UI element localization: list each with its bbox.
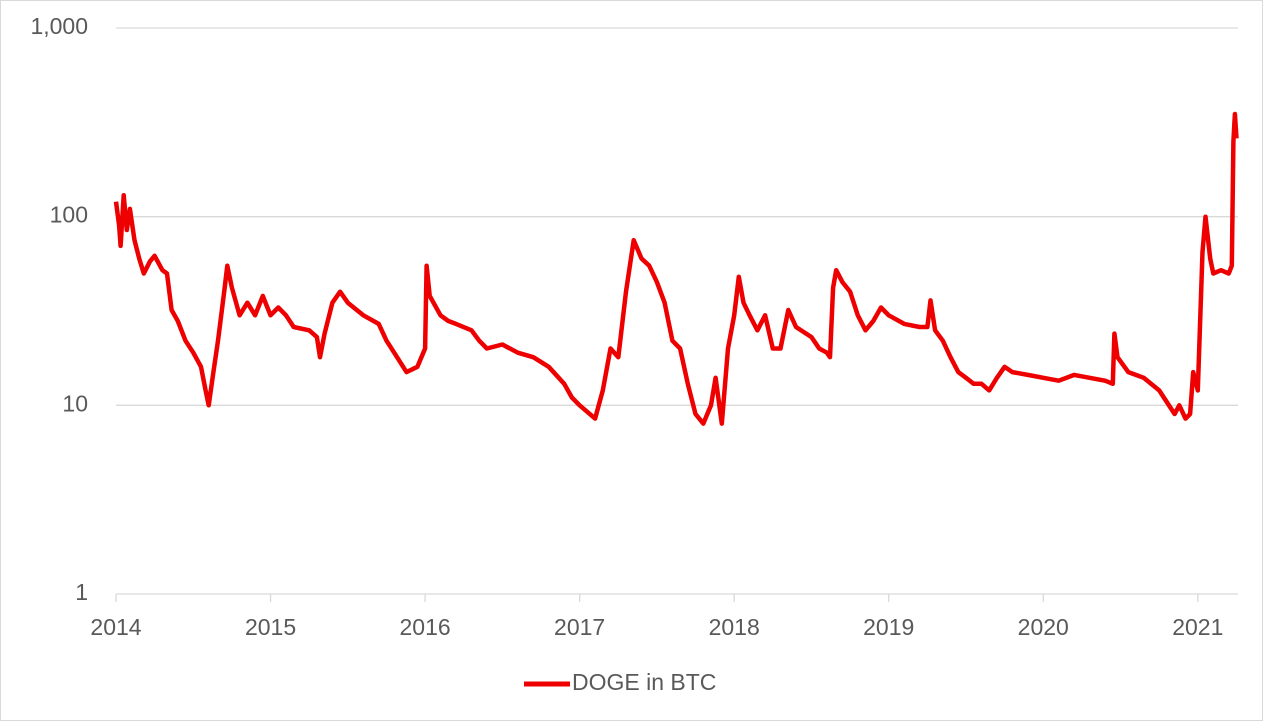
x-tick-label: 2019 <box>863 614 914 640</box>
x-tick-label: 2018 <box>709 614 760 640</box>
y-tick-label: 10 <box>62 390 88 416</box>
line <box>113 111 1239 426</box>
x-tick-label: 2014 <box>90 614 141 640</box>
x-tick-label: 2015 <box>245 614 296 640</box>
x-tick-label: 2020 <box>1018 614 1069 640</box>
x-tick-label: 2017 <box>554 614 605 640</box>
x-tick-label: 2021 <box>1172 614 1223 640</box>
y-tick-label: 1 <box>75 579 88 605</box>
y-tick-label: 100 <box>50 202 88 228</box>
legend-label: DOGE in BTC <box>572 669 716 695</box>
y-tick-label: 1,000 <box>30 13 88 39</box>
x-tick-label: 2016 <box>400 614 451 640</box>
